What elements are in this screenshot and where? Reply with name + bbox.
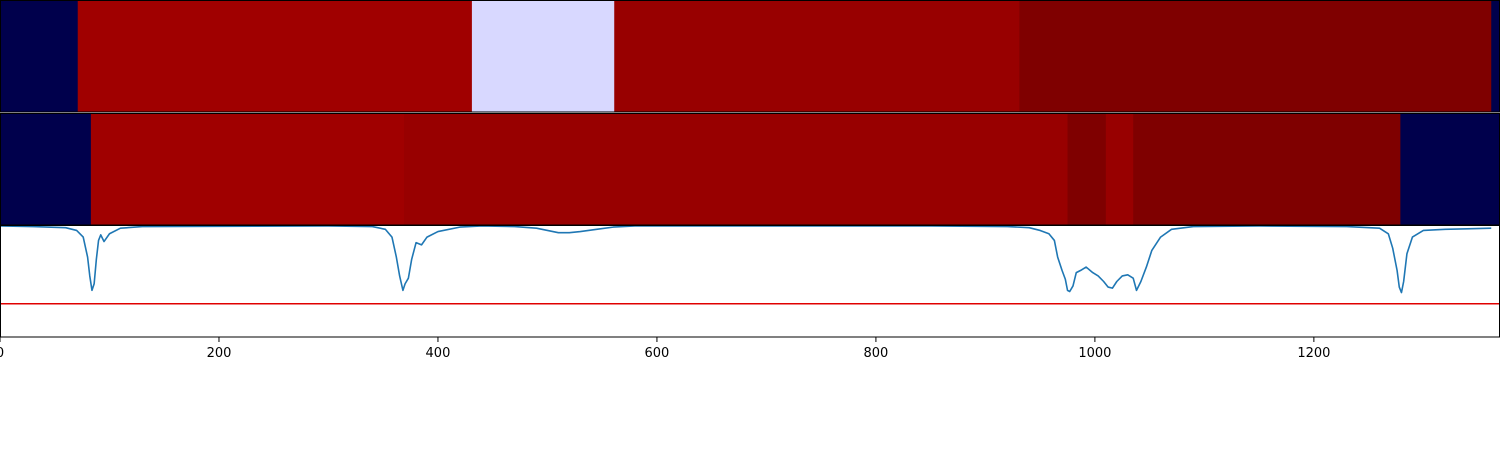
signal-line [0,225,1492,294]
panel-2-segment-3 [404,114,1069,225]
panel-2-segment-7 [1400,114,1500,225]
x-tick-label-1200: 1200 [1297,346,1330,361]
panel-1-segment-4 [614,1,1020,112]
panel-2-segment-5 [1105,114,1134,225]
panel-1-segment-1 [0,1,79,112]
panel-1-segment-3 [471,1,615,112]
x-tick-label-600: 600 [645,346,670,361]
panel-2-segment-6 [1133,114,1401,225]
panel-2 [0,113,1500,226]
x-tick-label-400: 400 [426,346,451,361]
x-tick-label-200: 200 [207,346,232,361]
panel-3 [0,225,1500,338]
panel-2-segment-1 [0,114,92,225]
x-tick-label-1000: 1000 [1078,346,1111,361]
panel-layer [0,0,1500,338]
panel-1 [0,0,1500,113]
x-axis: 0 200 400 600 800 1000 1200 [0,337,1330,361]
panel-1-segment-2 [77,1,473,112]
x-tick-label-0: 0 [0,346,4,361]
panel-1-segment-5 [1019,1,1492,112]
panel-1-segment-6 [1491,1,1500,112]
line-panel-background [0,226,1500,337]
x-tick-label-800: 800 [863,346,888,361]
panel-2-segment-4 [1067,114,1107,225]
panel-2-segment-2 [90,114,405,225]
